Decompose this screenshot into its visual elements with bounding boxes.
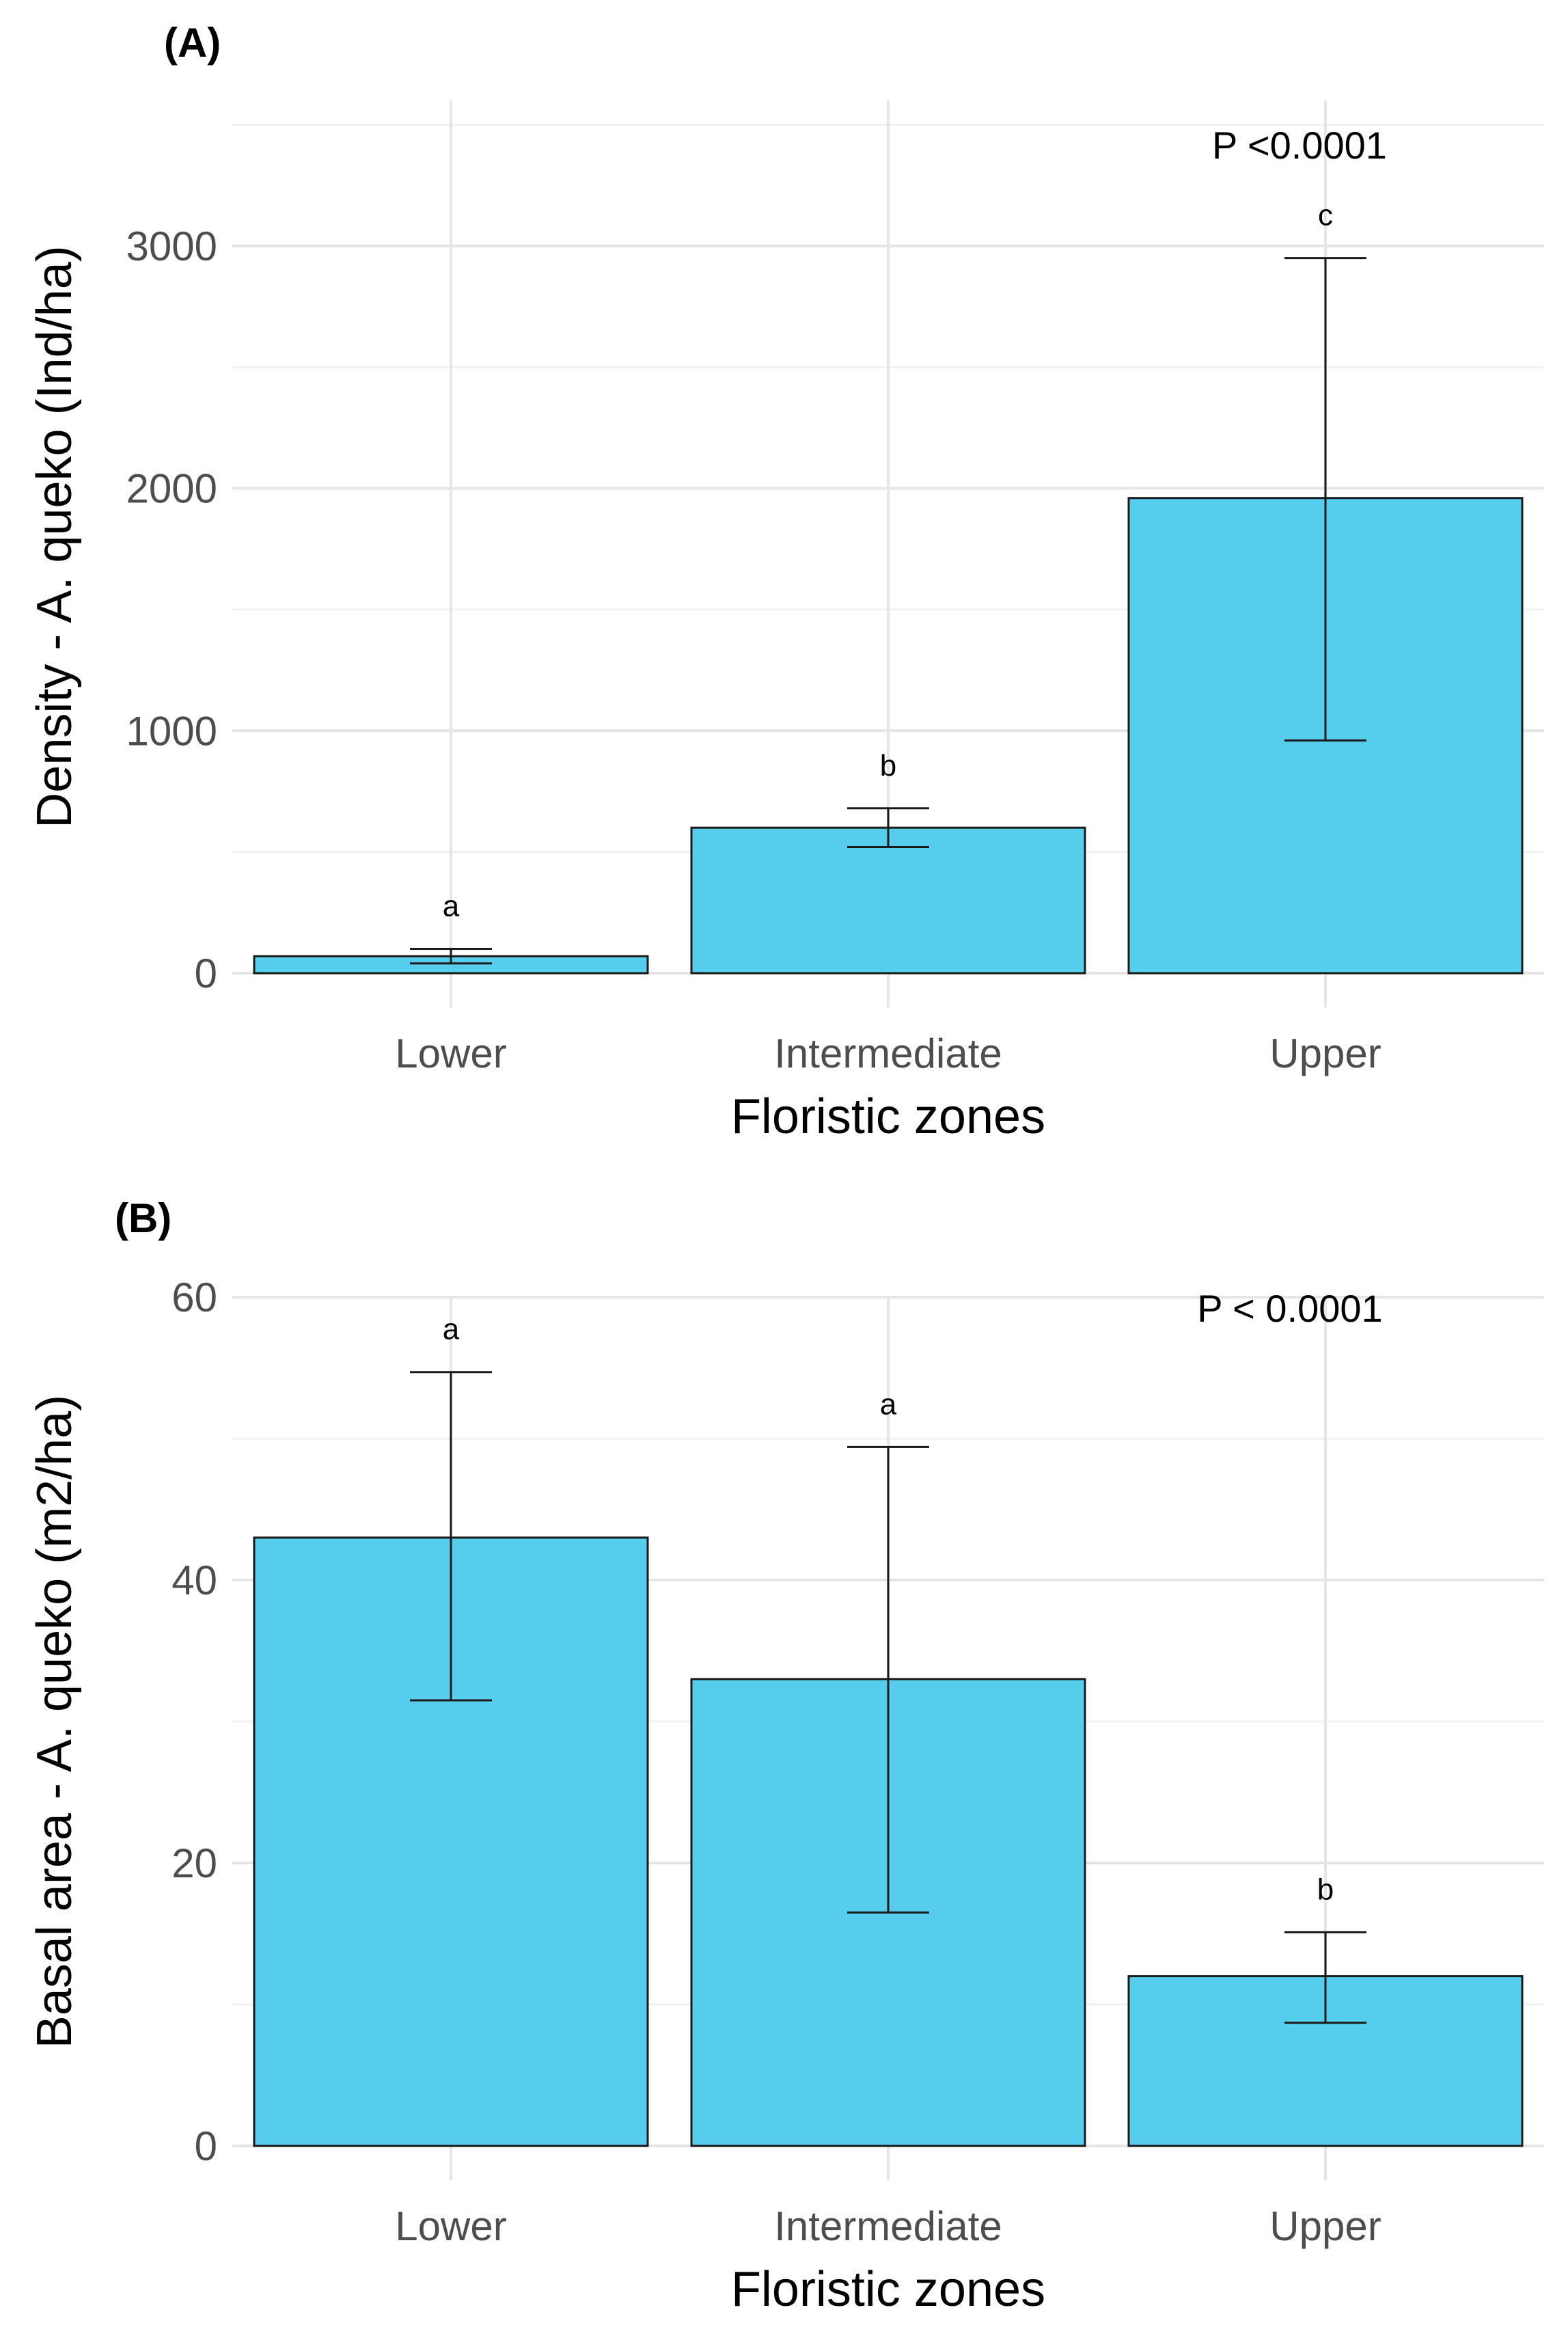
significance-letter: a [443,890,460,923]
y-tick-label: 20 [171,1840,217,1886]
y-axis-title: Density - A. queko (Ind/ha) [27,245,82,828]
x-axis-title: Floristic zones [731,1089,1045,1144]
significance-letter: a [880,1387,897,1421]
basal-area-chart: 0 20 40 60 a Lower a Intermediate b Upper Floristi… [27,1275,1544,2317]
y-tick-label: 60 [171,1275,217,1320]
significance-letter: b [1317,1873,1334,1906]
y-tick-label: 0 [195,951,217,996]
x-tick-label: Intermediate [774,1031,1002,1076]
x-tick-label: Lower [395,2203,506,2249]
x-tick-label: Lower [395,1031,506,1076]
y-tick-label: 40 [171,1557,217,1603]
significance-letter: a [443,1313,460,1346]
y-axis-title: Basal area - A. queko (m2/ha) [27,1395,82,2049]
bar-intermediate [690,826,1086,975]
p-value-annotation: P <0.0001 [1212,124,1387,167]
x-tick-label: Upper [1269,1031,1381,1076]
panel-label-a: (A) [164,20,221,66]
y-tick-label: 1000 [126,708,217,754]
y-tick-label: 0 [195,2123,217,2169]
x-axis-title: Floristic zones [731,2262,1045,2317]
significance-letter: c [1318,199,1333,232]
p-value-annotation: P < 0.0001 [1197,1287,1382,1330]
x-tick-label: Upper [1269,2203,1381,2249]
x-tick-label: Intermediate [774,2203,1002,2249]
panel-label-b: (B) [115,1195,172,1241]
y-tick-label: 2000 [126,466,217,512]
y-tick-label: 3000 [126,223,217,269]
density-chart: 0 1000 2000 3000 a Lower b Intermediate c Upper Fl… [27,100,1544,1144]
significance-letter: b [880,749,896,783]
